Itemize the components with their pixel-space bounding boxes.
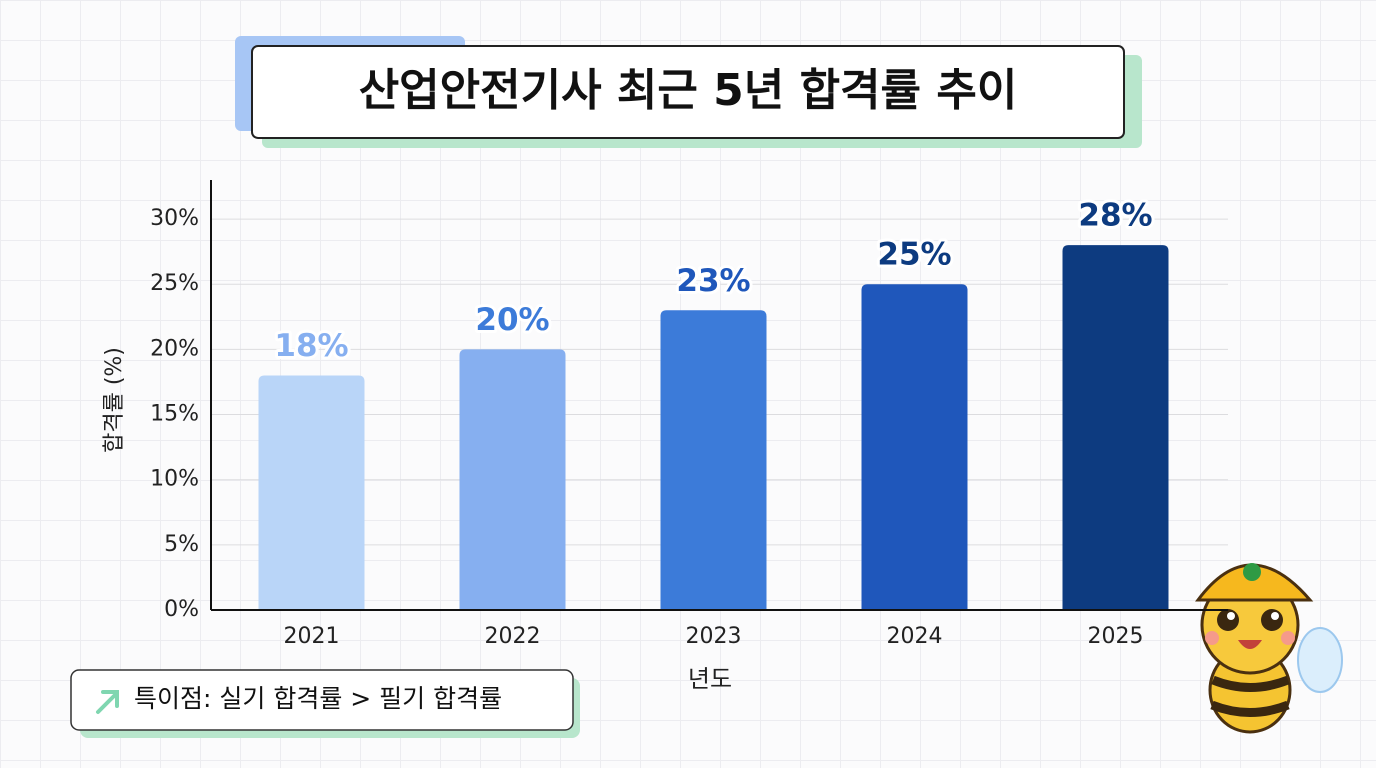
y-tick-label: 0% — [164, 597, 199, 622]
x-tick-label: 2024 — [887, 624, 943, 649]
y-tick-label: 15% — [150, 402, 199, 427]
value-label: 23% — [676, 263, 750, 299]
mascot — [1195, 563, 1343, 734]
x-tick-label: 2025 — [1088, 624, 1144, 649]
value-label: 25% — [877, 237, 951, 273]
note-icon — [96, 690, 119, 714]
y-axis-label: 합격률 (%) — [102, 347, 127, 453]
y-tick-label: 5% — [164, 532, 199, 557]
y-tick-label: 20% — [150, 336, 199, 361]
note-text: 특이점: 실기 합격률 > 필기 합격률 — [134, 684, 502, 713]
x-tick-label: 2021 — [284, 624, 340, 649]
x-tick-label: 2023 — [686, 624, 742, 649]
note-box — [70, 669, 574, 731]
chart-title: 산업안전기사 최근 5년 합격률 추이 — [359, 65, 1018, 116]
y-tick-label: 30% — [150, 206, 199, 231]
x-axis-label: 년도 — [688, 665, 732, 693]
bar — [1062, 245, 1169, 610]
bar — [258, 375, 365, 610]
title-box — [251, 45, 1125, 139]
value-label: 20% — [475, 302, 549, 338]
bar — [861, 284, 968, 610]
value-label: 28% — [1078, 198, 1152, 234]
value-label: 18% — [274, 328, 348, 364]
bar — [660, 310, 767, 610]
y-tick-label: 25% — [150, 271, 199, 296]
x-tick-label: 2022 — [485, 624, 541, 649]
bar — [459, 349, 566, 610]
y-tick-label: 10% — [150, 467, 199, 492]
